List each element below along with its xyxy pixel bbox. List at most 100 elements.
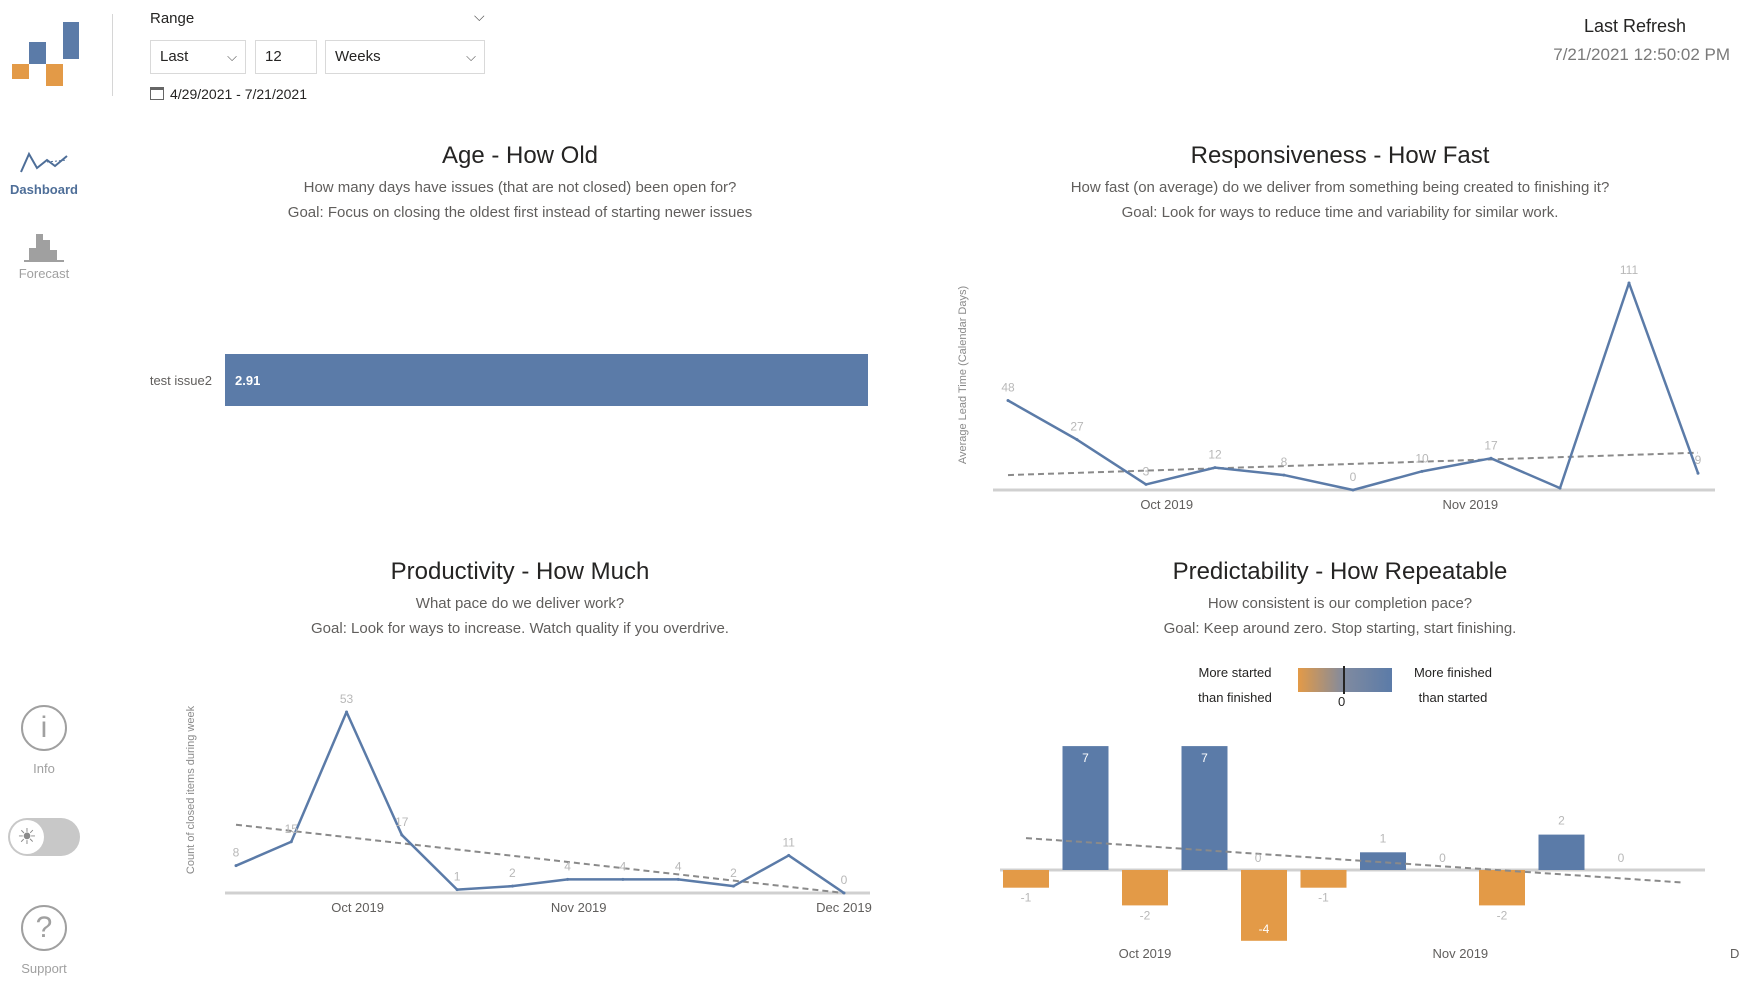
- productivity-point: [510, 884, 514, 888]
- predictability-x-tick-label: Nov 2019: [1433, 946, 1489, 961]
- responsiveness-data-label: 8: [1281, 455, 1288, 469]
- age-title: Age - How Old: [441, 142, 599, 169]
- histogram-icon: [24, 234, 64, 262]
- productivity-data-label: 0: [841, 873, 848, 887]
- productivity-point: [731, 884, 735, 888]
- productivity-point: [400, 833, 404, 837]
- productivity-point: [234, 864, 238, 868]
- responsiveness-data-label: 27: [1070, 420, 1084, 434]
- productivity-question: What pace do we deliver work?: [415, 595, 625, 612]
- predictability-data-label: -1: [1021, 891, 1032, 905]
- legend-zero-marker: [1343, 666, 1345, 694]
- responsiveness-data-label: 0: [1350, 470, 1357, 484]
- predictability-bar-finished: [1538, 834, 1585, 870]
- range-count-input[interactable]: 12: [255, 40, 317, 74]
- productivity-point: [566, 877, 570, 881]
- sidebar-divider: [112, 14, 113, 96]
- productivity-goal: Goal: Look for ways to increase. Watch q…: [311, 620, 729, 637]
- nav-info[interactable]: i Info: [0, 705, 88, 776]
- productivity-data-label: 15: [285, 822, 299, 836]
- productivity-trend-line: [235, 823, 845, 894]
- responsiveness-point: [1489, 456, 1493, 460]
- responsiveness-title: Responsiveness - How Fast: [1190, 142, 1490, 169]
- responsiveness-data-label: 12: [1208, 448, 1222, 462]
- productivity-data-label: 17: [395, 815, 409, 829]
- responsiveness-data-label: 9: [1695, 453, 1702, 467]
- app-logo: [12, 22, 82, 86]
- predictability-bar-started: [1479, 870, 1525, 906]
- predictability-bar-started: [1003, 870, 1049, 888]
- range-unit-value: Weeks: [335, 48, 381, 65]
- range-count-value: 12: [265, 48, 282, 65]
- responsiveness-y-axis-label: Average Lead Time (Calendar Days): [957, 286, 969, 464]
- responsiveness-trend-line: [1007, 451, 1699, 477]
- predictability-data-label: -1: [1318, 891, 1329, 905]
- productivity-point: [345, 710, 349, 714]
- legend-gradient: [1298, 668, 1392, 692]
- responsiveness-question: How fast (on average) do we deliver from…: [1070, 179, 1610, 196]
- productivity-x-tick-label: Nov 2019: [551, 900, 607, 915]
- legend-finished-line1: More finished: [1413, 665, 1493, 680]
- productivity-y-axis-label: Count of closed items during week: [185, 705, 197, 874]
- predictability-x-tick-label: Oct 2019: [1119, 946, 1172, 961]
- responsiveness-point: [1144, 482, 1148, 486]
- last-refresh-title: Last Refresh: [1583, 16, 1686, 36]
- range-label: Range: [150, 10, 195, 27]
- productivity-x-tick-label: Dec 2019: [816, 900, 872, 915]
- responsiveness-point: [1420, 469, 1424, 473]
- predictability-data-label: 0: [1255, 851, 1262, 865]
- responsiveness-point: [1696, 471, 1700, 475]
- predictability-data-label: 1: [1380, 831, 1387, 845]
- predictability-bar-finished: [1062, 746, 1109, 870]
- age-goal: Goal: Focus on closing the oldest first …: [287, 204, 753, 221]
- predictability-bar-finished: [1360, 852, 1406, 870]
- predictability-title: Predictability - How Repeatable: [1172, 558, 1508, 585]
- predictability-goal: Goal: Keep around zero. Stop starting, s…: [1163, 620, 1517, 637]
- calendar-icon: [150, 87, 164, 100]
- productivity-data-label: 2: [730, 866, 737, 880]
- nav-forecast-label: Forecast: [18, 266, 70, 281]
- responsiveness-point: [1558, 486, 1562, 490]
- last-refresh-time: 7/21/2021 12:50:02 PM: [1553, 45, 1730, 64]
- predictability-bar-started: [1122, 870, 1168, 906]
- age-question: How many days have issues (that are not …: [303, 179, 737, 196]
- responsiveness-point: [1213, 466, 1217, 470]
- age-bar-test-issue2: [225, 354, 868, 406]
- date-range: 4/29/2021 - 7/21/2021: [150, 86, 307, 102]
- nav-dashboard-label: Dashboard: [10, 182, 78, 197]
- productivity-data-label: 1: [454, 870, 461, 884]
- predictability-x-tick-label: Dec 2019: [1730, 946, 1740, 961]
- sidebar: Dashboard Forecast i Info ☀ ? Support: [0, 0, 100, 982]
- responsiveness-x-tick-label: Nov 2019: [1442, 497, 1498, 512]
- sun-icon: ☀: [10, 820, 44, 854]
- productivity-data-label: 53: [340, 692, 354, 706]
- nav-support[interactable]: ? Support: [0, 905, 88, 976]
- predictability-bar-started: [1241, 870, 1287, 941]
- responsiveness-data-label: 17: [1484, 438, 1498, 452]
- productivity-point: [455, 888, 459, 892]
- legend-finished-label: More finished than started: [1398, 660, 1508, 710]
- legend-started-line2: than finished: [1198, 690, 1272, 705]
- productivity-data-label: 4: [564, 859, 571, 873]
- predictability-subtitle: How consistent is our completion pace? G…: [990, 591, 1690, 641]
- nav-dashboard[interactable]: Dashboard: [0, 148, 88, 197]
- productivity-data-label: 2: [509, 866, 516, 880]
- responsiveness-point: [1006, 398, 1010, 402]
- range-mode-select[interactable]: Last ⌵: [150, 40, 246, 74]
- range-mode-value: Last: [160, 48, 189, 65]
- productivity-point: [787, 853, 791, 857]
- predictability-question: How consistent is our completion pace?: [1207, 595, 1473, 612]
- range-unit-select[interactable]: Weeks ⌵: [325, 40, 485, 74]
- responsiveness-data-label: 111: [1620, 263, 1639, 277]
- nav-forecast[interactable]: Forecast: [0, 230, 88, 281]
- productivity-point: [289, 840, 293, 844]
- range-collapse-chevron-icon[interactable]: ⌵: [474, 8, 485, 24]
- date-range-text: 4/29/2021 - 7/21/2021: [170, 86, 308, 102]
- productivity-point: [842, 891, 846, 895]
- theme-toggle[interactable]: ☀: [8, 818, 80, 856]
- help-icon: ?: [21, 905, 67, 951]
- age-data-label: 2.91: [235, 373, 260, 388]
- responsiveness-data-label: 3: [1143, 464, 1150, 478]
- line-chart-icon: [20, 151, 68, 173]
- responsiveness-point: [1282, 473, 1286, 477]
